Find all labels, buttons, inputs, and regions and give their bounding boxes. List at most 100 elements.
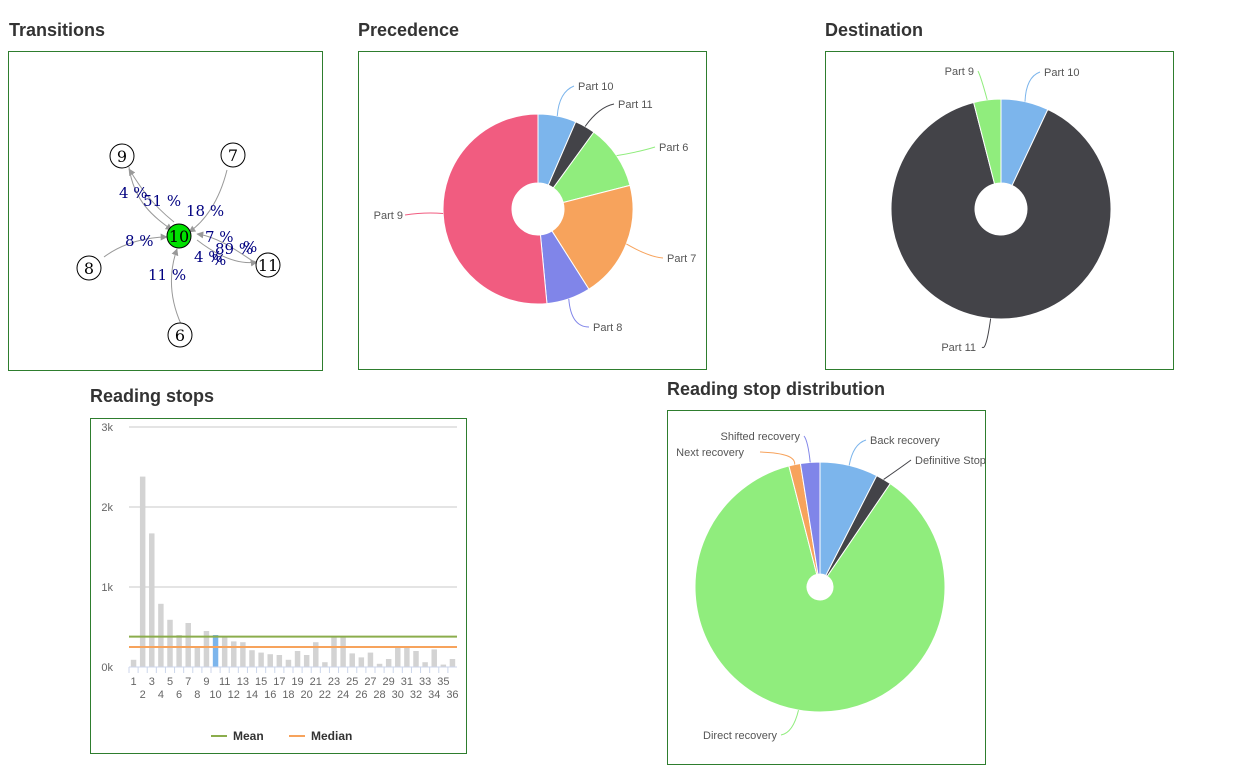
- bar: [313, 642, 319, 667]
- x-tick-label: 29: [383, 676, 395, 688]
- connector-line: [404, 212, 444, 216]
- pie-slice: [890, 101, 1112, 320]
- bar: [221, 637, 228, 667]
- bar: [267, 654, 273, 667]
- x-tick-label: 17: [273, 676, 285, 688]
- bar: [212, 635, 219, 667]
- pie-label: Next recovery: [676, 447, 744, 459]
- connector-line: [584, 103, 615, 127]
- node-label: 10: [169, 227, 189, 246]
- connector-line: [848, 439, 867, 466]
- connector-line: [780, 710, 799, 736]
- y-tick-label: 3k: [101, 422, 113, 434]
- node-label: 11: [258, 256, 278, 275]
- connector-line: [803, 435, 811, 463]
- pie-slice: [799, 461, 821, 575]
- x-tick-label: 18: [282, 689, 294, 701]
- bar: [367, 652, 374, 667]
- edge-label: 4 %: [194, 248, 223, 266]
- node-11: 11: [255, 252, 281, 278]
- x-tick-label: 20: [301, 689, 313, 701]
- edge-label: 18 %: [186, 202, 224, 220]
- x-tick-label: 24: [337, 689, 349, 701]
- pie-label: Part 9: [374, 210, 403, 222]
- x-tick-label: 34: [428, 689, 440, 701]
- bar: [413, 651, 419, 667]
- bar: [395, 647, 401, 667]
- bar: [240, 642, 246, 667]
- x-tick-label: 27: [364, 676, 376, 688]
- edge-label: %: [212, 251, 226, 269]
- bar: [385, 659, 392, 667]
- bar: [303, 655, 310, 667]
- node-label: 9: [117, 147, 127, 166]
- bar: [431, 649, 437, 667]
- edge-label: 11 %: [148, 266, 186, 284]
- bar: [322, 662, 328, 667]
- x-tick-label: 32: [410, 689, 422, 701]
- legend-median-label[interactable]: Median: [311, 729, 352, 743]
- bar: [176, 635, 182, 667]
- node-label: 6: [175, 326, 185, 345]
- bar: [158, 603, 164, 667]
- reading-stops-title: Reading stops: [90, 386, 215, 406]
- pie-label: Part 11: [618, 99, 653, 111]
- edge-label: 4 %: [119, 184, 148, 202]
- x-tick-label: 33: [419, 676, 431, 688]
- bar: [422, 662, 428, 667]
- x-tick-label: 19: [291, 676, 303, 688]
- connector-line: [568, 298, 590, 328]
- bar: [194, 647, 201, 667]
- x-tick-label: 16: [264, 689, 276, 701]
- transitions-panel: 9 7 8 11 6 10 4 % 51 % 18 % 8 % 7 % 89 %…: [8, 51, 323, 371]
- distribution-panel: Back recovery Definitive Stop Direct recov…: [667, 410, 986, 765]
- pie-label: Part 6: [659, 142, 688, 154]
- x-tick-label: 9: [203, 676, 209, 688]
- edge-10-11: [196, 239, 258, 267]
- transitions-graph: 9 7 8 11 6 10 4 % 51 % 18 % 8 % 7 % 89 %…: [76, 142, 281, 348]
- pie-slice: [973, 98, 1002, 185]
- y-tick-label: 1k: [101, 582, 113, 594]
- x-tick-label: 4: [158, 689, 164, 701]
- node-9: 9: [109, 143, 135, 169]
- bar: [130, 659, 137, 667]
- x-tick-label: 22: [319, 689, 331, 701]
- y-tick-label: 2k: [101, 502, 113, 514]
- edge-10-9: [128, 168, 175, 223]
- y-tick-label: 0k: [101, 662, 113, 674]
- transitions-title: Transitions: [9, 20, 106, 40]
- x-tick-label: 6: [176, 689, 182, 701]
- bar: [167, 619, 173, 667]
- reading-stops-bar-chart: 0k1k2k3k12345678910111213141516171819202…: [101, 422, 458, 743]
- pie-label: Shifted recovery: [721, 431, 801, 443]
- connector-line: [977, 70, 988, 100]
- bar: [185, 623, 191, 667]
- precedence-title: Precedence: [358, 20, 460, 40]
- x-tick-label: 3: [149, 676, 155, 688]
- connector-line: [981, 318, 992, 349]
- x-tick-label: 23: [328, 676, 340, 688]
- pie-slice: [551, 184, 634, 290]
- x-tick-label: 12: [228, 689, 240, 701]
- x-tick-label: 11: [219, 676, 230, 688]
- destination-pie: Part 10 Part 11 Part 9: [890, 66, 1112, 354]
- edge-6-10: [170, 248, 182, 325]
- bar: [440, 664, 447, 667]
- reading-stops-panel: 0k 1k 2k 3k 1 2 3 4 5 6 7 8 9 10 11 12 13 14 15 16 17 18 19 20 2…: [90, 418, 467, 754]
- bar: [294, 651, 301, 667]
- legend-mean-label[interactable]: Mean: [233, 729, 264, 743]
- x-tick-label: 25: [346, 676, 358, 688]
- pie-label: Part 10: [1044, 67, 1079, 79]
- connector-line: [556, 85, 575, 117]
- x-tick-label: 21: [310, 676, 322, 688]
- bar: [349, 653, 355, 667]
- node-label: 7: [228, 146, 238, 165]
- pie-slice: [442, 113, 548, 305]
- pie-label: Part 10: [578, 81, 613, 93]
- distribution-pie: Back recovery Definitive Stop Direct recov…: [676, 431, 986, 742]
- x-tick-label: 1: [130, 676, 136, 688]
- pie-label: Definitive Stop: [915, 455, 986, 467]
- edge-9-10: [128, 166, 173, 231]
- bar: [139, 476, 146, 667]
- x-tick-label: 35: [437, 676, 449, 688]
